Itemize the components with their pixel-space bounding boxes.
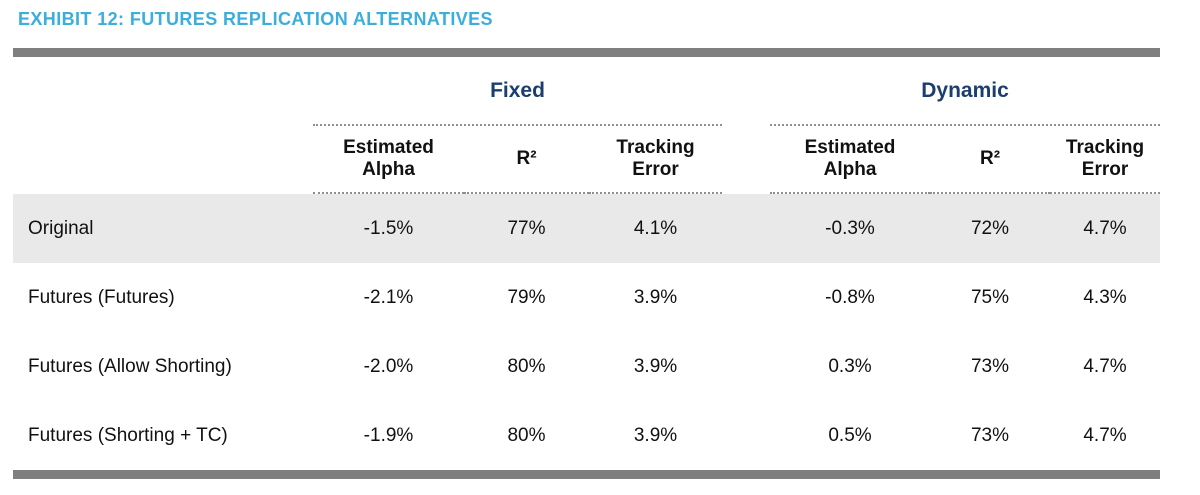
table-cell: -2.0% — [363, 355, 414, 377]
row-label: Futures (Futures) — [28, 286, 175, 308]
table-cell: 77% — [464, 194, 589, 263]
table-cell: 4.7% — [1083, 355, 1127, 377]
column-header-fixed-estimated-alpha: Estimated Alpha — [313, 126, 464, 194]
spacer-cell — [722, 126, 770, 194]
spacer-cell — [722, 401, 770, 470]
column-header-label: R² — [516, 147, 537, 169]
table-cell: 0.5% — [828, 424, 872, 446]
table-cell: 73% — [970, 355, 1010, 377]
table-cell: 75% — [970, 286, 1010, 308]
column-header-label: Tracking Error — [1065, 136, 1145, 180]
spacer-cell — [13, 57, 313, 126]
table-cell: 4.1% — [589, 194, 722, 263]
column-header-label: Estimated Alpha — [804, 136, 896, 180]
column-header-fixed-tracking-error: Tracking Error — [589, 126, 722, 194]
table-cell: 4.7% — [1083, 424, 1127, 446]
table-cell: 3.9% — [633, 355, 678, 377]
column-header-dynamic-tracking-error: Tracking Error — [1050, 126, 1160, 194]
table-cell: -0.8% — [825, 286, 875, 308]
group-header-fixed: Fixed — [313, 57, 722, 126]
row-label: Futures (Allow Shorting) — [28, 355, 232, 377]
column-header-label: Tracking Error — [616, 136, 695, 180]
futures-replication-table: Fixed Dynamic Estimated Alpha R² Trackin… — [13, 57, 1160, 470]
table-cell: -1.5% — [313, 194, 464, 263]
group-header-dynamic: Dynamic — [770, 57, 1160, 126]
bottom-divider-bar — [13, 470, 1160, 479]
table-cell: 72% — [930, 194, 1050, 263]
table-cell: 80% — [507, 355, 546, 377]
top-divider-bar — [13, 48, 1160, 57]
column-header-dynamic-r-squared: R² — [930, 126, 1050, 194]
table-cell: 4.3% — [1083, 286, 1127, 308]
table-cell: 80% — [507, 424, 546, 446]
column-header-label: R² — [979, 147, 1001, 169]
table-cell: 3.9% — [633, 424, 678, 446]
row-label: Futures (Shorting + TC) — [28, 424, 228, 446]
table-cell: -1.9% — [363, 424, 414, 446]
spacer-cell — [722, 332, 770, 401]
exhibit-title: EXHIBIT 12: FUTURES REPLICATION ALTERNAT… — [18, 9, 493, 29]
spacer-cell — [722, 263, 770, 332]
spacer-cell — [722, 194, 770, 263]
table-cell: -0.3% — [770, 194, 930, 263]
table-cell: 4.7% — [1050, 194, 1160, 263]
table-cell: 0.3% — [828, 355, 872, 377]
row-label: Original — [13, 194, 313, 263]
table-cell: 79% — [507, 286, 546, 308]
column-header-label: Estimated Alpha — [343, 136, 434, 180]
table-cell: 73% — [970, 424, 1010, 446]
column-header-fixed-r-squared: R² — [464, 126, 589, 194]
spacer-cell — [722, 57, 770, 126]
spacer-cell — [13, 126, 313, 194]
column-header-dynamic-estimated-alpha: Estimated Alpha — [770, 126, 930, 194]
table-cell: 3.9% — [633, 286, 678, 308]
table-cell: -2.1% — [363, 286, 414, 308]
